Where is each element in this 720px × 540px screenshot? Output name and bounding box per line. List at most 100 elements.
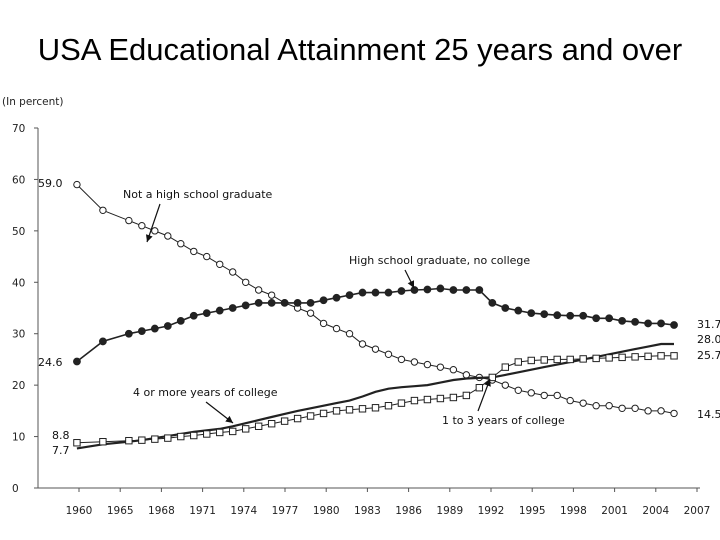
data-point [177, 240, 185, 248]
data-point [345, 291, 354, 300]
data-point [190, 247, 198, 256]
x-tick-label: 1980 [313, 505, 340, 517]
data-point [332, 293, 341, 302]
data-point [605, 314, 614, 323]
data-point [592, 354, 600, 363]
data-point [579, 399, 587, 407]
data-point [670, 352, 678, 360]
data-point [125, 436, 133, 445]
x-tick-label: 1965 [107, 505, 134, 517]
data-point [592, 314, 601, 323]
data-point [670, 409, 678, 418]
x-tick-label: 1989 [436, 505, 463, 517]
data-point [345, 406, 354, 414]
data-point [540, 310, 549, 319]
data-point [319, 296, 328, 305]
data-point [202, 309, 211, 318]
data-point [384, 350, 393, 358]
data-point [670, 321, 678, 329]
x-tick-label: 1977 [272, 505, 299, 517]
slide-title: USA Educational Attainment 25 years and … [37, 32, 683, 67]
data-point [657, 319, 665, 328]
data-point [553, 391, 561, 400]
data-point [306, 412, 315, 420]
series-annotation: 4 or more years of college [133, 386, 278, 399]
data-point [644, 352, 652, 361]
data-point [449, 393, 458, 402]
data-point [397, 355, 406, 364]
data-point [332, 407, 341, 415]
data-point [99, 206, 107, 214]
data-point [618, 353, 626, 362]
x-tick-label: 2007 [684, 505, 711, 517]
series-line [76, 355, 674, 444]
series-4-or-more-years-of-college [76, 342, 674, 450]
series-annotation: Not a high school graduate [123, 188, 273, 201]
data-point [657, 407, 665, 415]
chart-area: (In percent) 0 10 20 30 40 50 60 70 1960 1965 1968 1… [0, 88, 720, 540]
data-point [358, 340, 367, 348]
data-point [228, 304, 237, 312]
y-tick-label: 60 [12, 174, 25, 186]
data-point [280, 298, 289, 307]
data-point [267, 420, 276, 428]
x-tick-label: 1983 [354, 505, 381, 517]
x-tick-label: 1992 [478, 505, 505, 517]
data-point [397, 399, 406, 407]
data-point [73, 357, 81, 366]
start-value-label: 24.6 [38, 356, 63, 369]
data-point [151, 435, 159, 443]
data-point [514, 306, 523, 315]
data-point [566, 396, 574, 405]
data-point [177, 432, 185, 441]
series-high-school-graduate-no-college [73, 284, 678, 366]
data-point [475, 286, 484, 294]
data-point [306, 309, 315, 317]
data-point [501, 381, 509, 389]
data-point [151, 227, 159, 235]
data-point [605, 354, 613, 362]
data-point [540, 356, 548, 364]
data-point [501, 304, 510, 312]
data-point [631, 353, 639, 361]
data-point [410, 358, 419, 366]
data-point [124, 329, 133, 338]
data-point [241, 301, 250, 310]
data-point [514, 358, 522, 366]
end-value-label: 14.5 [697, 408, 720, 421]
data-point [358, 405, 367, 413]
end-value-label: 25.7 [697, 349, 720, 362]
y-tick-label: 30 [12, 329, 25, 341]
data-point [280, 417, 289, 425]
data-point [319, 319, 328, 328]
data-point [138, 222, 146, 230]
data-point [423, 360, 432, 369]
data-point [229, 268, 237, 276]
data-point [488, 298, 497, 307]
data-point [410, 396, 419, 405]
data-point [203, 252, 211, 261]
annotation-arrow-head [225, 415, 233, 423]
data-point [125, 216, 133, 225]
x-tick-label: 1974 [230, 505, 257, 517]
data-point [293, 414, 302, 423]
data-point [371, 404, 380, 412]
data-point [618, 404, 626, 412]
data-point [216, 260, 224, 268]
data-point [657, 352, 665, 360]
data-point [306, 298, 315, 307]
x-tick-label: 1971 [189, 505, 216, 517]
data-point [267, 298, 276, 307]
data-point [176, 316, 185, 325]
data-point [449, 286, 458, 294]
start-value-label: 7.7 [52, 444, 70, 457]
data-point [488, 373, 497, 382]
data-point [345, 330, 354, 338]
y-tick-label: 40 [12, 277, 25, 289]
data-point [332, 324, 341, 333]
data-point [644, 319, 652, 328]
x-tick-label: 2004 [642, 505, 669, 517]
start-value-label: 59.0 [38, 177, 63, 190]
data-point [436, 284, 445, 293]
series-line [76, 184, 675, 414]
